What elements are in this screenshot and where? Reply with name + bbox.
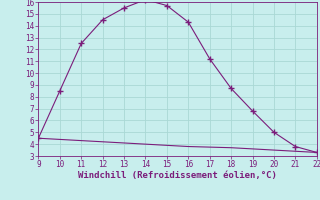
X-axis label: Windchill (Refroidissement éolien,°C): Windchill (Refroidissement éolien,°C): [78, 171, 277, 180]
